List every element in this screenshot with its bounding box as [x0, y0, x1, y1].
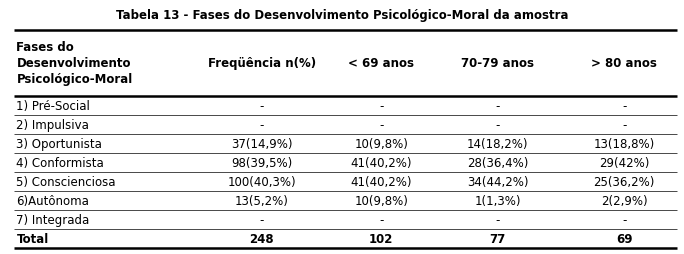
- Text: < 69 anos: < 69 anos: [348, 57, 415, 70]
- Text: 41(40,2%): 41(40,2%): [351, 175, 412, 188]
- Text: 248: 248: [249, 232, 274, 245]
- Text: 77: 77: [490, 232, 505, 245]
- Text: -: -: [495, 100, 500, 113]
- Text: -: -: [379, 213, 384, 226]
- Text: 1) Pré-Social: 1) Pré-Social: [16, 100, 90, 113]
- Text: > 80 anos: > 80 anos: [591, 57, 657, 70]
- Text: 3) Oportunista: 3) Oportunista: [16, 137, 103, 150]
- Text: -: -: [495, 119, 500, 132]
- Text: 2) Impulsiva: 2) Impulsiva: [16, 119, 90, 132]
- Text: Fases do
Desenvolvimento
Psicológico-Moral: Fases do Desenvolvimento Psicológico-Mor…: [16, 41, 133, 86]
- Text: 1(1,3%): 1(1,3%): [475, 194, 521, 207]
- Text: 29(42%): 29(42%): [599, 156, 649, 169]
- Text: 6)Autônoma: 6)Autônoma: [16, 194, 90, 207]
- Text: 37(14,9%): 37(14,9%): [231, 137, 292, 150]
- Text: Total: Total: [16, 232, 49, 245]
- Text: 41(40,2%): 41(40,2%): [351, 156, 412, 169]
- Text: -: -: [379, 100, 384, 113]
- Text: Freqüência n(%): Freqüência n(%): [207, 57, 316, 70]
- Text: 7) Integrada: 7) Integrada: [16, 213, 90, 226]
- Text: 14(18,2%): 14(18,2%): [467, 137, 528, 150]
- Text: Tabela 13 - Fases do Desenvolvimento Psicológico-Moral da amostra: Tabela 13 - Fases do Desenvolvimento Psi…: [116, 9, 568, 22]
- Text: 100(40,3%): 100(40,3%): [227, 175, 296, 188]
- Text: 10(9,8%): 10(9,8%): [354, 194, 408, 207]
- Text: -: -: [495, 213, 500, 226]
- Text: 2(2,9%): 2(2,9%): [601, 194, 648, 207]
- Text: 69: 69: [616, 232, 633, 245]
- Text: -: -: [622, 213, 627, 226]
- Text: 28(36,4%): 28(36,4%): [467, 156, 528, 169]
- Text: -: -: [622, 119, 627, 132]
- Text: 5) Conscienciosa: 5) Conscienciosa: [16, 175, 116, 188]
- Text: 13(5,2%): 13(5,2%): [235, 194, 289, 207]
- Text: 4) Conformista: 4) Conformista: [16, 156, 104, 169]
- Text: 13(18,8%): 13(18,8%): [594, 137, 655, 150]
- Text: -: -: [622, 100, 627, 113]
- Text: 102: 102: [369, 232, 393, 245]
- Text: 70-79 anos: 70-79 anos: [461, 57, 534, 70]
- Text: 34(44,2%): 34(44,2%): [467, 175, 528, 188]
- Text: 25(36,2%): 25(36,2%): [594, 175, 655, 188]
- Text: 98(39,5%): 98(39,5%): [231, 156, 292, 169]
- Text: -: -: [379, 119, 384, 132]
- Text: -: -: [259, 100, 264, 113]
- Text: -: -: [259, 213, 264, 226]
- Text: -: -: [259, 119, 264, 132]
- Text: 10(9,8%): 10(9,8%): [354, 137, 408, 150]
